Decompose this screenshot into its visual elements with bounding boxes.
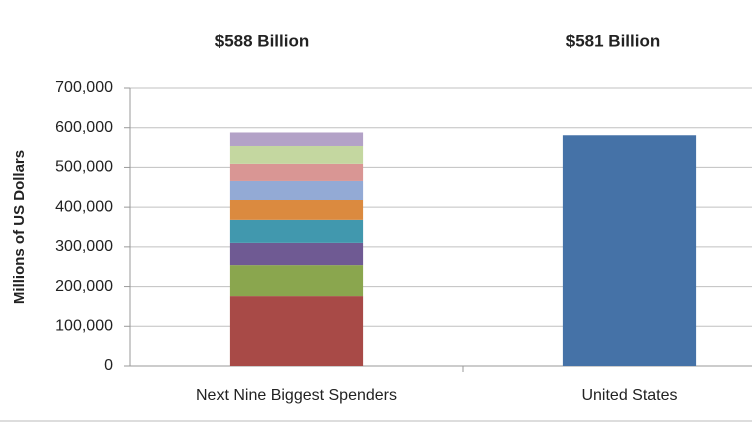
bar-segment [229, 296, 364, 366]
bar-segment [229, 163, 364, 181]
bar-segment [229, 242, 364, 266]
y-tick-label: 300,000 [55, 238, 113, 255]
bar-segment [562, 135, 697, 366]
y-tick-label: 200,000 [55, 278, 113, 295]
y-tick-label: 600,000 [55, 119, 113, 136]
bar-segment [229, 265, 364, 297]
bar-segment [229, 132, 364, 146]
bar-segment [229, 180, 364, 200]
x-tick-label: Next Nine Biggest Spenders [196, 387, 397, 404]
bar-segment [229, 145, 364, 164]
y-tick-label: 400,000 [55, 198, 113, 215]
y-tick-label: 700,000 [55, 79, 113, 96]
y-tick-label: 0 [104, 357, 113, 374]
total-annotation: $588 Billion [215, 31, 309, 50]
x-tick-label: United States [581, 387, 677, 404]
y-tick-label: 500,000 [55, 159, 113, 176]
y-tick-label: 100,000 [55, 318, 113, 335]
bar-segment [229, 199, 364, 220]
bar-segment [229, 219, 364, 243]
y-axis-title: Millions of US Dollars [11, 150, 28, 304]
total-annotation: $581 Billion [566, 31, 660, 50]
